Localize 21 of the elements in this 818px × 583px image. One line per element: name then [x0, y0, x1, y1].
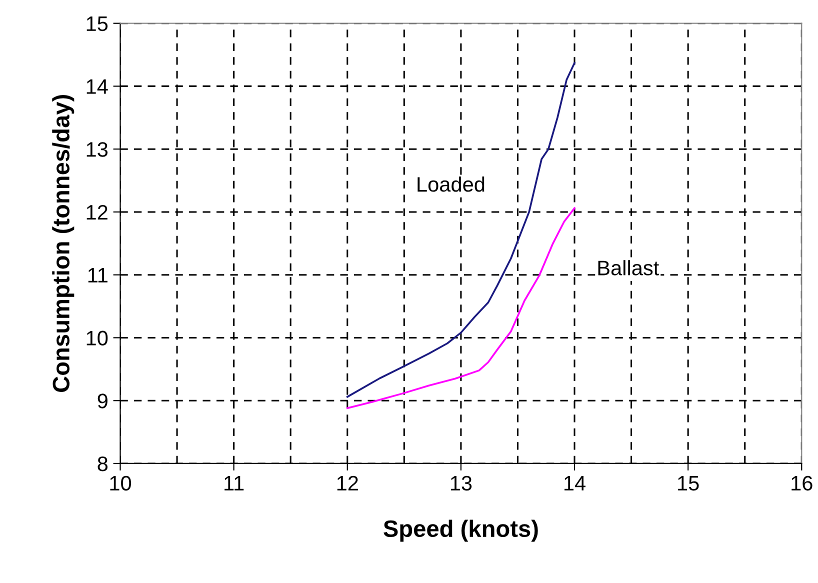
text: Loaded [418, 176, 484, 192]
y-tick-label: 10 [86, 330, 108, 346]
x-axis-title: Speed (knots) [384, 520, 538, 542]
text: Ballast [598, 260, 659, 276]
x-tick-label: 12 [337, 476, 358, 490]
x-tick-label: 16 [792, 476, 812, 491]
x-tick-label: 13 [450, 476, 472, 491]
x-tick-label: 15 [678, 476, 699, 491]
y-tick-label: 8 [98, 456, 108, 472]
y-tick-label: 13 [86, 142, 108, 157]
y-tick-label: 15 [86, 16, 108, 32]
line-series [346, 62, 576, 398]
y-tick-label: 12 [86, 204, 108, 220]
x-tick-label: 11 [224, 476, 244, 490]
x-tick-label: 10 [110, 476, 132, 491]
y-tick-label: 14 [86, 79, 108, 94]
y-tick-label: 11 [88, 268, 108, 282]
y-tick-label: 9 [98, 394, 108, 408]
x-tick-label: 14 [564, 476, 586, 490]
line-series [346, 207, 576, 410]
y-axis-title: Consumption (tonnes/day) [52, 95, 74, 392]
